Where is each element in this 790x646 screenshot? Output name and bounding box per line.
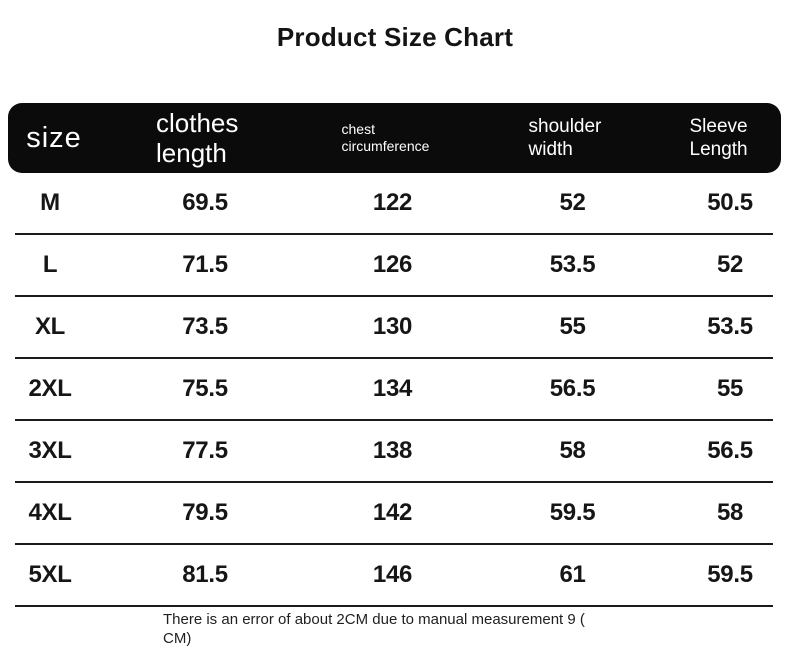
row-divider <box>15 543 773 545</box>
header-label-sleeve-length: Sleeve Length <box>689 116 748 160</box>
row-divider <box>15 295 773 297</box>
clothes-length-cell: 81.5 <box>182 561 228 588</box>
size-cell: XL <box>34 313 66 340</box>
clothes-length-cell: 75.5 <box>182 375 228 402</box>
header-cell-chest-circumference: chest circumference <box>310 121 475 155</box>
chest-circumference-cell: 126 <box>372 251 413 278</box>
sleeve-length-cell: 50.5 <box>707 189 753 216</box>
table-row-l: L 71.5 126 53.5 52 <box>0 235 790 295</box>
row-divider <box>15 481 773 483</box>
clothes-length-cell: 79.5 <box>182 499 228 526</box>
size-cell: 2XL <box>28 375 72 402</box>
size-cell: M <box>40 189 60 216</box>
header-label-shoulder-width: shoulder width <box>528 116 602 160</box>
shoulder-width-cell: 55 <box>559 313 586 340</box>
shoulder-width-cell: 52 <box>559 189 586 216</box>
table-row-2xl: 2XL 75.5 134 56.5 55 <box>0 359 790 419</box>
table-row-xl: XL 73.5 130 55 53.5 <box>0 297 790 357</box>
shoulder-width-cell: 59.5 <box>549 499 596 526</box>
header-cell-clothes-length: clothes length <box>100 108 310 168</box>
clothes-length-cell: 73.5 <box>182 313 228 340</box>
size-cell: 3XL <box>28 437 72 464</box>
size-cell: 4XL <box>28 499 72 526</box>
sleeve-length-cell: 52 <box>716 251 744 278</box>
table-body: M 69.5 122 52 50.5 L 71.5 126 53.5 52 XL… <box>0 173 790 607</box>
header-cell-size: size <box>8 122 100 155</box>
sleeve-length-cell: 53.5 <box>707 313 753 340</box>
chest-circumference-cell: 134 <box>372 375 413 402</box>
table-row-4xl: 4XL 79.5 142 59.5 58 <box>0 483 790 543</box>
shoulder-width-cell: 61 <box>559 561 586 588</box>
table-row-3xl: 3XL 77.5 138 58 56.5 <box>0 421 790 481</box>
table-row-m: M 69.5 122 52 50.5 <box>0 173 790 233</box>
clothes-length-cell: 77.5 <box>182 437 228 464</box>
clothes-length-cell: 71.5 <box>182 251 228 278</box>
footer-note-line1: There is an error of about 2CM due to ma… <box>163 611 585 628</box>
header-cell-sleeve-length: Sleeve Length <box>670 115 781 161</box>
shoulder-width-cell: 56.5 <box>549 375 596 402</box>
header-label-chest-circumference: chest circumference <box>341 121 430 154</box>
row-divider <box>15 233 773 235</box>
header-label-clothes-length: clothes length <box>156 108 239 168</box>
chest-circumference-cell: 146 <box>372 561 413 588</box>
chest-circumference-cell: 138 <box>372 437 413 464</box>
sleeve-length-cell: 55 <box>716 375 744 402</box>
sleeve-length-cell: 56.5 <box>707 437 753 464</box>
shoulder-width-cell: 58 <box>559 437 586 464</box>
sleeve-length-cell: 58 <box>716 499 744 526</box>
header-label-size: size <box>26 121 82 154</box>
size-cell: 5XL <box>28 561 72 588</box>
row-divider <box>15 605 773 607</box>
clothes-length-cell: 69.5 <box>182 189 228 216</box>
table-header: size clothes length chest circumference … <box>8 103 781 173</box>
row-divider <box>15 419 773 421</box>
chest-circumference-cell: 142 <box>372 499 413 526</box>
size-cell: L <box>42 251 58 278</box>
chest-circumference-cell: 130 <box>372 313 413 340</box>
chest-circumference-cell: 122 <box>372 189 413 216</box>
sleeve-length-cell: 59.5 <box>707 561 753 588</box>
footer-note-line2: CM) <box>163 630 192 646</box>
row-divider <box>15 357 773 359</box>
page-title: Product Size Chart <box>276 22 514 52</box>
footer-note: There is an error of about 2CM due to ma… <box>163 610 603 646</box>
table-row-5xl: 5XL 81.5 146 61 59.5 <box>0 545 790 605</box>
shoulder-width-cell: 53.5 <box>549 251 596 278</box>
header-cell-shoulder-width: shoulder width <box>475 115 670 161</box>
